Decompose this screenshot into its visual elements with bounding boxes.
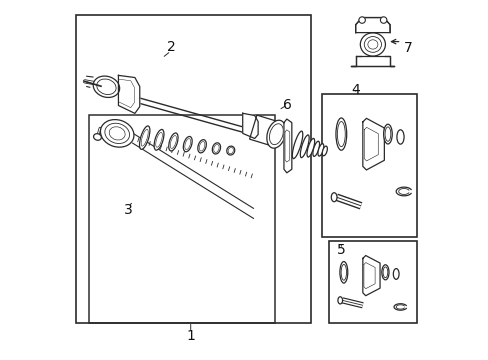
Ellipse shape xyxy=(168,133,178,151)
Polygon shape xyxy=(284,119,291,173)
Bar xyxy=(76,15,310,323)
Ellipse shape xyxy=(97,79,116,95)
Ellipse shape xyxy=(170,135,176,148)
Ellipse shape xyxy=(100,120,134,147)
Text: 4: 4 xyxy=(350,84,359,97)
Ellipse shape xyxy=(266,120,285,148)
Polygon shape xyxy=(362,118,384,170)
Polygon shape xyxy=(395,187,410,196)
Circle shape xyxy=(380,17,386,23)
Ellipse shape xyxy=(330,193,336,202)
Text: 3: 3 xyxy=(123,203,132,217)
Ellipse shape xyxy=(383,124,391,144)
Ellipse shape xyxy=(228,147,233,154)
Ellipse shape xyxy=(367,40,377,49)
Ellipse shape xyxy=(364,37,381,52)
Bar xyxy=(328,241,416,323)
Ellipse shape xyxy=(141,129,148,146)
Polygon shape xyxy=(362,256,379,296)
Text: 7: 7 xyxy=(404,41,412,55)
Polygon shape xyxy=(242,113,258,139)
Polygon shape xyxy=(355,18,389,33)
Ellipse shape xyxy=(109,127,125,140)
Ellipse shape xyxy=(322,146,326,156)
Ellipse shape xyxy=(292,131,302,159)
Text: 2: 2 xyxy=(166,40,175,54)
Polygon shape xyxy=(118,75,140,113)
Ellipse shape xyxy=(306,139,314,157)
Circle shape xyxy=(358,17,365,23)
Ellipse shape xyxy=(392,269,398,279)
Ellipse shape xyxy=(337,297,342,304)
Ellipse shape xyxy=(381,265,388,280)
Text: 6: 6 xyxy=(283,98,291,112)
Ellipse shape xyxy=(312,141,319,156)
Ellipse shape xyxy=(212,143,220,154)
Ellipse shape xyxy=(213,144,219,152)
Ellipse shape xyxy=(93,134,101,140)
Ellipse shape xyxy=(199,141,204,151)
Ellipse shape xyxy=(184,139,190,150)
Ellipse shape xyxy=(198,140,206,153)
Ellipse shape xyxy=(300,135,308,158)
Ellipse shape xyxy=(396,130,403,144)
Ellipse shape xyxy=(317,144,323,156)
Ellipse shape xyxy=(382,267,387,278)
Bar xyxy=(321,94,416,237)
Ellipse shape xyxy=(104,123,129,144)
Ellipse shape xyxy=(154,130,163,150)
Ellipse shape xyxy=(226,146,234,155)
Polygon shape xyxy=(351,56,394,66)
Text: 1: 1 xyxy=(186,329,195,343)
Bar xyxy=(249,115,279,146)
Bar xyxy=(88,116,274,323)
Ellipse shape xyxy=(337,122,345,147)
Ellipse shape xyxy=(335,118,346,150)
Ellipse shape xyxy=(139,126,150,149)
Ellipse shape xyxy=(93,76,120,98)
Ellipse shape xyxy=(341,264,346,280)
Ellipse shape xyxy=(384,127,390,141)
Ellipse shape xyxy=(156,132,162,147)
Polygon shape xyxy=(393,304,406,310)
Text: 5: 5 xyxy=(336,243,345,257)
Ellipse shape xyxy=(360,33,385,56)
Ellipse shape xyxy=(183,136,192,152)
Ellipse shape xyxy=(339,262,347,283)
Ellipse shape xyxy=(269,124,283,145)
